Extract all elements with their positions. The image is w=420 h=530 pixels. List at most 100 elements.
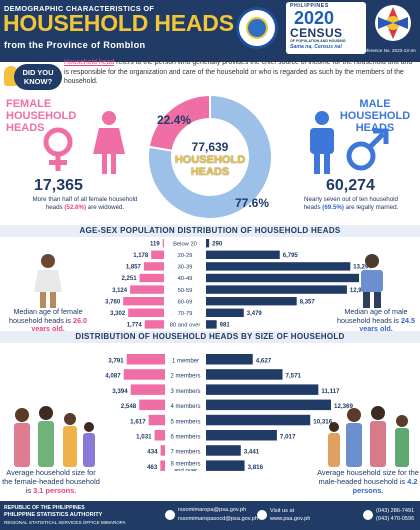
male-avg-value: 4.2 persons. [352, 476, 418, 495]
male-count: 60,274 [326, 177, 375, 194]
footer-email-2[interactable]: rssomimaropasocd@psa.gov.ph [178, 516, 258, 522]
census-logo-word: CENSUS [290, 26, 343, 40]
label-male-4: 12,982 [350, 288, 369, 294]
label-male-2: 11,117 [321, 388, 340, 395]
footer-phone-1: (043) 286-7491 [376, 508, 415, 514]
female-note-a: More than half of all female household h… [32, 196, 138, 211]
male-median-note: Median age of male household heads is 24… [332, 307, 420, 334]
label-male-1: 7,571 [286, 373, 302, 380]
male-symbol-icon [346, 128, 389, 171]
category-label-1: 20-29 [178, 253, 193, 259]
donut-slices [147, 93, 273, 220]
bar-female-6 [160, 445, 165, 456]
male-figure-icon [310, 111, 334, 174]
label-female-6: 3,302 [110, 311, 126, 317]
bar-male-6 [206, 308, 244, 317]
female-median-text: Median age of female household heads is [9, 307, 83, 325]
did-you-know-badge: DID YOU KNOW? [4, 60, 64, 94]
female-symbol-icon [43, 127, 73, 171]
category-label-5: 6 members [170, 435, 200, 441]
globe-icon [257, 510, 267, 520]
bar-female-7 [144, 320, 164, 329]
bagong-pilipinas-seal-icon [375, 5, 411, 41]
female-note-pct: (52.8%) [64, 203, 87, 211]
footer-phone-2: (043) 470-0596 [376, 516, 415, 522]
label-female-0: 3,791 [108, 358, 124, 365]
bar-male-2 [206, 384, 319, 395]
female-avg-text: Average household size for the female-he… [2, 468, 100, 495]
label-female-6: 434 [147, 449, 158, 456]
footer-website-link[interactable]: www.psa.gov.ph [270, 516, 311, 522]
male-median-value: 24.5 years old. [359, 315, 415, 334]
footer-republic: REPUBLIC OF THE PHILIPPINES [4, 505, 85, 511]
category-label-3: 4 members [170, 404, 200, 410]
male-avg-note: Average household size for the male-head… [316, 468, 420, 495]
male-heading: MALE HOUSEHOLD HEADS [339, 98, 411, 134]
bar-female-0 [126, 354, 165, 365]
bar-male-4 [206, 414, 311, 426]
bar-female-1 [151, 250, 164, 259]
female-avg-note: Average household size for the female-he… [2, 468, 100, 495]
female-head-illustration-icon [34, 254, 62, 308]
did-you-know-label: DID YOU KNOW? [14, 64, 62, 90]
total-label-line1: HOUSEHOLD [174, 154, 246, 166]
label-female-3: 2,548 [121, 403, 137, 410]
label-female-4: 3,124 [112, 288, 128, 294]
email-icon [165, 510, 175, 520]
male-family-illustration-icon [328, 406, 409, 467]
label-male-0: 290 [212, 241, 223, 247]
label-male-0: 4,627 [256, 358, 272, 365]
census-logo-country: PHILIPPINES [290, 3, 329, 9]
category-label-4: 5 members [170, 419, 200, 425]
male-note-pct: (69.5%) [322, 203, 344, 211]
female-median-value: 26.0 years old. [31, 315, 87, 334]
total-label-line2: HEADS [190, 166, 230, 178]
category-label-7-1: and over [174, 468, 197, 471]
bar-male-1 [206, 369, 283, 380]
bar-female-1 [123, 369, 165, 380]
psa-seal-icon [236, 7, 278, 49]
category-label-0: 1 member [172, 359, 199, 365]
category-label-2: 3 members [170, 389, 200, 395]
bar-male-3 [206, 399, 331, 411]
female-avg-value: 3.1 persons. [33, 485, 77, 495]
male-head-illustration-icon [361, 254, 383, 308]
category-label-5: 60-69 [178, 299, 193, 305]
category-label-2: 30-39 [178, 265, 193, 271]
label-male-7: 3,816 [248, 464, 264, 471]
footer-email-1[interactable]: rssomimaropa@psa.gov.ph [178, 507, 247, 513]
header-top-title: DEMOGRAPHIC CHARACTERISTICS OF [4, 4, 155, 13]
bar-male-0 [206, 354, 253, 365]
bar-male-0 [206, 239, 210, 248]
age-sex-chart: 119 290 Below 20 1,178 6,795 20-29 1,857 13,294… [105, 239, 381, 329]
category-label-7-0: 8 members [170, 461, 200, 467]
reference-number: Reference No. 2023-13-3A [361, 48, 416, 53]
footer-psa: PHILIPPINE STATISTICS AUTHORITY [4, 512, 103, 518]
intro-body: refers to the person who generally provi… [64, 59, 413, 85]
bar-male-1 [206, 250, 280, 259]
bar-female-2 [143, 262, 164, 271]
bar-female-4 [130, 285, 164, 294]
donut-male-pct: 77.6% [235, 196, 270, 210]
household-size-chart: 3,791 4,627 1 member 4,087 7,571 2 members 3,3… [105, 354, 353, 471]
bar-female-3 [139, 273, 164, 283]
category-label-6: 70-79 [178, 311, 193, 317]
total-label: HOUSEHOLD HEADS [160, 154, 260, 178]
bar-female-0 [162, 239, 164, 248]
label-female-7: 463 [147, 464, 158, 471]
male-avg-text: Average household size for the male-head… [317, 468, 419, 486]
label-female-3: 2,251 [122, 276, 138, 282]
male-note: Nearly seven out of ten household heads … [296, 196, 406, 211]
footer: REPUBLIC OF THE PHILIPPINES PHILIPPINE S… [0, 501, 420, 530]
label-female-4: 1,617 [130, 418, 146, 425]
label-male-5: 8,357 [300, 299, 316, 305]
female-note-b: are widowed. [86, 203, 125, 211]
total-count: 77,639 [191, 140, 229, 154]
label-male-5: 7,017 [280, 434, 296, 441]
donut-slice-male [147, 93, 273, 220]
category-label-3: 40-49 [178, 276, 193, 282]
label-male-7: 981 [220, 323, 231, 329]
label-male-4: 10,316 [313, 418, 332, 425]
label-female-5: 1,031 [136, 434, 152, 441]
